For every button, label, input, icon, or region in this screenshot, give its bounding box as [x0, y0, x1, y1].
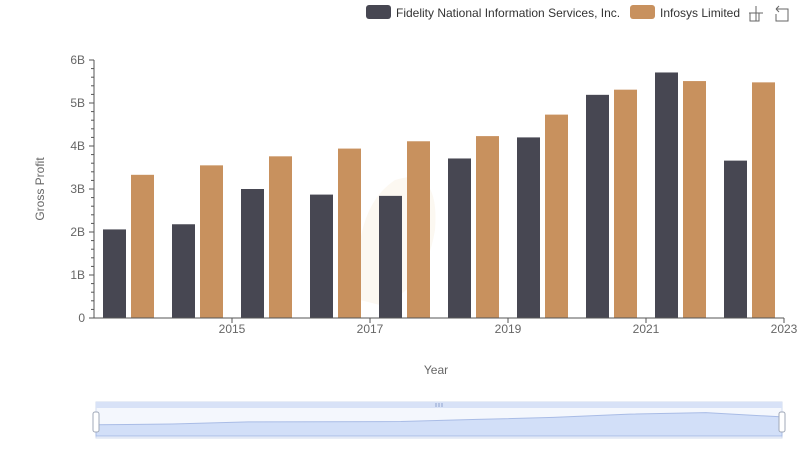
- bar-fis-2023[interactable]: [724, 160, 747, 318]
- zoom-icon[interactable]: [749, 6, 763, 22]
- bar-infosys-2022[interactable]: [683, 81, 706, 318]
- bars: [103, 72, 775, 318]
- legend-item-fis[interactable]: Fidelity National Information Services, …: [366, 5, 620, 20]
- bar-infosys-2018[interactable]: [407, 141, 430, 318]
- bar-fis-2019[interactable]: [448, 158, 471, 318]
- bar-infosys-2016[interactable]: [269, 156, 292, 318]
- y-tick-label: 5B: [70, 96, 85, 110]
- bar-fis-2020[interactable]: [517, 137, 540, 318]
- x-tick-label: 2023: [771, 322, 798, 336]
- y-tick-label: 1B: [70, 268, 85, 282]
- y-tick-label: 0: [78, 311, 85, 325]
- bar-infosys-2017[interactable]: [338, 148, 361, 318]
- bar-infosys-2020[interactable]: [545, 114, 568, 318]
- bar-fis-2016[interactable]: [241, 189, 264, 318]
- y-axis: 0 1B 2B 3B 4B 5B 6B: [70, 53, 95, 325]
- data-zoom-grip-icon: [435, 403, 443, 407]
- x-axis: 2015 2017 2019 2021 2023: [94, 317, 798, 336]
- x-tick-label: 2019: [495, 322, 522, 336]
- x-axis-title: Year: [424, 363, 448, 377]
- y-tick-label: 2B: [70, 225, 85, 239]
- legend-swatch: [630, 5, 655, 19]
- x-tick-label: 2015: [219, 322, 246, 336]
- bar-infosys-2021[interactable]: [614, 89, 637, 318]
- bar-fis-2018[interactable]: [379, 195, 402, 318]
- bar-fis-2022[interactable]: [655, 72, 678, 318]
- bar-infosys-2015[interactable]: [200, 165, 223, 318]
- bar-infosys-2023[interactable]: [752, 82, 775, 318]
- x-tick-label: 2017: [357, 322, 384, 336]
- legend-label: Infosys Limited: [660, 6, 740, 20]
- restore-icon[interactable]: [775, 5, 789, 22]
- bar-fis-2015[interactable]: [172, 224, 195, 318]
- legend-swatch: [366, 5, 391, 19]
- y-tick-label: 3B: [70, 182, 85, 196]
- y-axis-title: Gross Profit: [33, 157, 47, 221]
- bar-infosys-2019[interactable]: [476, 136, 499, 318]
- y-tick-label: 4B: [70, 139, 85, 153]
- bar-infosys-2014[interactable]: [131, 174, 154, 318]
- legend-label: Fidelity National Information Services, …: [396, 6, 620, 20]
- legend[interactable]: Fidelity National Information Services, …: [366, 5, 740, 20]
- data-zoom-preview-area: [95, 412, 783, 437]
- y-tick-label: 6B: [70, 53, 85, 67]
- bar-fis-2014[interactable]: [103, 229, 126, 318]
- data-zoom-slider[interactable]: [92, 401, 786, 439]
- x-tick-label: 2021: [633, 322, 660, 336]
- legend-item-infosys[interactable]: Infosys Limited: [630, 5, 740, 20]
- bar-fis-2017[interactable]: [310, 194, 333, 318]
- bar-fis-2021[interactable]: [586, 94, 609, 318]
- data-zoom-handle-right[interactable]: [778, 411, 786, 433]
- data-zoom-handle-left[interactable]: [92, 411, 100, 433]
